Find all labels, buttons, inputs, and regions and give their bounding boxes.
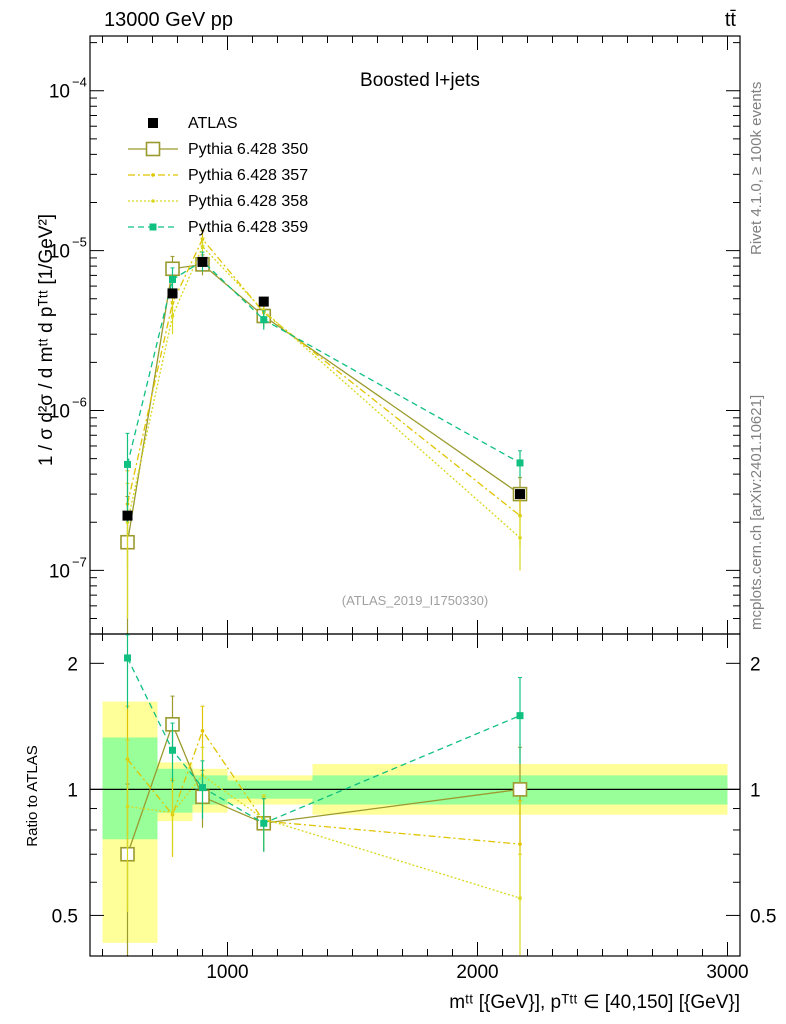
y-tick-label: 10 [49, 82, 70, 103]
main-panel: 10−710−610−510−4 [49, 35, 741, 956]
series-line [126, 237, 521, 517]
atlas-point [258, 296, 269, 307]
atlas-point [197, 256, 208, 267]
atlas-point [122, 510, 133, 521]
legend-label: Pythia 6.428 357 [188, 167, 308, 184]
ratio-point [518, 842, 522, 846]
data-point [170, 314, 175, 318]
ratio-series-4 [124, 634, 524, 852]
series-line [126, 245, 521, 539]
process-label: tt̄ [725, 9, 737, 31]
ratio-panel: 1000 2000 3000 0.5 0.5 1 1 2 2 [52, 633, 776, 983]
legend-label: Pythia 6.428 350 [188, 141, 308, 158]
legend-marker-atlas [148, 118, 158, 128]
legend-marker [151, 199, 155, 203]
y-tick-label: 10 [49, 402, 70, 423]
ratio-point [518, 896, 522, 900]
series-line [126, 263, 521, 543]
ratio-tick-label-right: 1 [750, 780, 761, 801]
ratio-frame [89, 633, 741, 957]
x-tick-label: 2000 [456, 962, 498, 983]
series-4 [124, 251, 524, 523]
data-point [169, 275, 176, 283]
energy-label: 13000 GeV pp [104, 9, 233, 31]
x-axis-label: mᵗᵗ [{GeV}], pᵀᵗᵗ ∈ [40,150] [{GeV}] [449, 992, 740, 1013]
ratio-series-1 [120, 695, 528, 956]
y-tick-exponent: −7 [72, 554, 87, 569]
y-tick-exponent: −4 [72, 75, 87, 90]
y-tick-label: 10 [49, 242, 70, 263]
ratio-tick-label: 2 [67, 654, 78, 675]
data-point [200, 244, 205, 249]
source-label: mcplots.cern.ch [arXiv:2401.10621] [748, 395, 765, 630]
legend-label: Pythia 6.428 359 [188, 219, 308, 236]
y-tick-label: 10 [49, 561, 70, 582]
data-point [260, 316, 268, 324]
ratio-band-green [157, 768, 193, 813]
y-tick-exponent: −5 [72, 235, 87, 250]
y-axis-label: 1 / σ d²σ / d mᵗᵗ d pᵀᵗᵗ [1/GeV²] [36, 214, 57, 466]
series-3 [125, 237, 522, 619]
ratio-point [199, 784, 206, 792]
ratio-point [200, 729, 205, 733]
chart-title: Boosted l+jets [360, 70, 480, 91]
ratio-tick-label-right: 0.5 [750, 906, 776, 927]
data-point [124, 460, 131, 468]
ratio-point [124, 654, 131, 662]
data-point [518, 535, 522, 540]
x-tick-label: 3000 [706, 962, 748, 983]
legend-marker [149, 223, 157, 231]
x-tick-label: 1000 [206, 962, 248, 983]
atlas-data [122, 256, 525, 521]
series-1 [120, 254, 528, 634]
data-point [516, 459, 524, 467]
series-line [126, 260, 521, 465]
ratio-point [170, 810, 175, 815]
legend: ATLAS Pythia 6.428 350 Pythia 6.428 357 Pyt… [128, 115, 308, 236]
ratio-band-green [102, 737, 158, 840]
ratio-y-axis-label: Ratio to ATLAS [24, 745, 41, 846]
ratio-tick-label: 1 [67, 780, 78, 801]
ratio-point [169, 746, 176, 754]
ratio-point [512, 782, 528, 797]
rivet-label: Rivet 4.1.0, ≥ 100k events [748, 82, 765, 255]
analysis-label: (ATLAS_2019_I1750330) [342, 593, 488, 608]
legend-label-atlas: ATLAS [188, 115, 238, 132]
ratio-point [260, 819, 268, 827]
ratio-point [125, 804, 130, 809]
atlas-point [515, 489, 525, 500]
legend-marker [145, 141, 161, 157]
series-2 [125, 230, 522, 571]
ratio-tick-label: 0.5 [52, 906, 78, 927]
legend-marker [151, 173, 155, 177]
atlas-point [167, 288, 178, 299]
ratio-point [516, 712, 524, 720]
y-tick-exponent: −6 [72, 395, 87, 410]
ratio-tick-label-right: 2 [750, 654, 761, 675]
legend-label: Pythia 6.428 358 [188, 193, 308, 210]
